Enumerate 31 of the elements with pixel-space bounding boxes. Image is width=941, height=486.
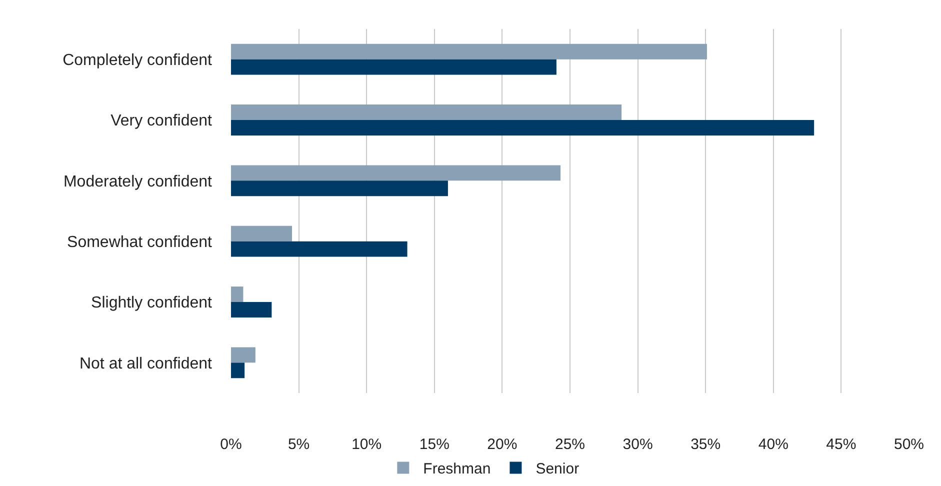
x-tick-label: 30% [622, 436, 653, 453]
y-tick-label: Not at all confident [79, 355, 213, 372]
bar [231, 120, 814, 136]
x-tick-label: 40% [758, 436, 788, 453]
y-tick-label: Moderately confident [63, 173, 213, 190]
y-tick-label: Somewhat confident [67, 234, 213, 251]
bar [231, 302, 272, 318]
bar [231, 104, 622, 120]
bar [231, 165, 561, 181]
bar [231, 226, 292, 242]
bar [231, 362, 245, 378]
x-tick-label: 35% [690, 436, 721, 453]
y-tick-label: Completely confident [62, 52, 213, 69]
bar [231, 59, 556, 75]
x-tick-label: 0% [220, 436, 242, 453]
x-tick-label: 10% [352, 436, 382, 453]
x-tick-label: 15% [419, 436, 450, 453]
y-tick-label: Slightly confident [91, 294, 213, 312]
x-tick-label: 20% [487, 436, 518, 453]
legend-label: Freshman [423, 460, 491, 478]
bar [231, 286, 244, 302]
bar [231, 347, 256, 363]
x-tick-label: 50% [894, 436, 924, 453]
y-tick-label: Very confident [110, 112, 213, 130]
x-tick-label: 5% [288, 436, 310, 453]
x-tick-label: 25% [554, 436, 586, 453]
x-tick-label: 45% [826, 436, 856, 453]
bar [231, 180, 448, 196]
bar [231, 241, 408, 257]
bar [231, 44, 707, 60]
legend-label: Senior [536, 460, 580, 478]
